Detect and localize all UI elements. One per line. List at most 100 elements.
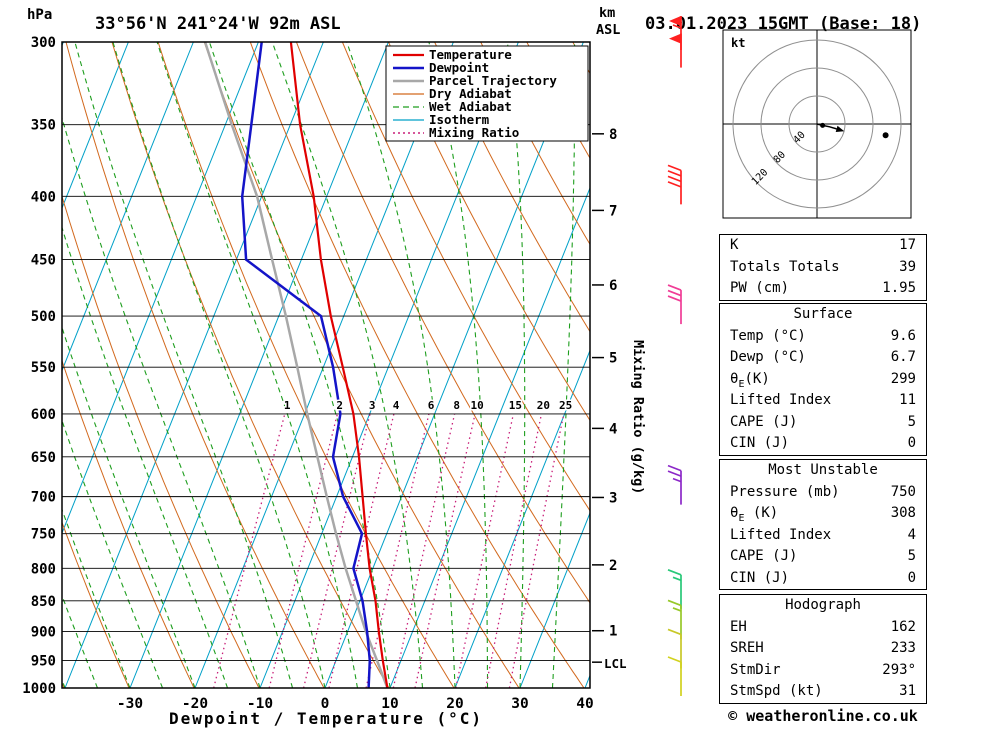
svg-text:450: 450 bbox=[31, 253, 56, 269]
svg-text:1: 1 bbox=[284, 399, 291, 412]
pressure-unit-label: hPa bbox=[27, 7, 52, 23]
surface-table: Surface Temp (°C) 9.6 Dewp (°C) 6.7 θE(K… bbox=[719, 303, 927, 456]
table-row-value: 308 bbox=[890, 505, 916, 521]
hodograph-marker-dot bbox=[882, 132, 889, 139]
hodograph-table: Hodograph EH 162 SREH 233 StmDir 293° St… bbox=[719, 594, 927, 704]
svg-text:40: 40 bbox=[576, 696, 593, 712]
table-row-value: 31 bbox=[899, 683, 916, 699]
svg-text:1: 1 bbox=[609, 624, 617, 640]
svg-text:4: 4 bbox=[393, 399, 400, 412]
svg-text:10: 10 bbox=[381, 696, 398, 712]
svg-text:2: 2 bbox=[609, 558, 617, 574]
legend-label: Parcel Trajectory bbox=[429, 73, 557, 88]
table-row: Pressure (mb) 750 bbox=[720, 482, 926, 504]
table-row-value: 293° bbox=[882, 661, 916, 678]
table-row: Lifted Index 11 bbox=[720, 390, 926, 412]
table-row-label: Pressure (mb) bbox=[730, 483, 840, 500]
legend-label: Dry Adiabat bbox=[429, 86, 512, 101]
table-row-value: 299 bbox=[890, 370, 916, 387]
hodograph-unit-label: kt bbox=[731, 36, 745, 50]
table-row-value: 162 bbox=[890, 618, 916, 635]
table-row-label: CIN (J) bbox=[730, 435, 790, 451]
svg-text:3: 3 bbox=[369, 399, 376, 412]
hodograph-trace-arrow bbox=[835, 125, 845, 132]
hodograph-trace-start bbox=[820, 122, 826, 128]
svg-text:8: 8 bbox=[609, 127, 617, 143]
table-title: Hodograph bbox=[785, 597, 861, 613]
table-row-label: EH bbox=[730, 618, 747, 635]
svg-text:500: 500 bbox=[31, 309, 56, 325]
table-row: θE (K) 308 bbox=[720, 503, 926, 525]
hodograph-ring-label: 40 bbox=[792, 130, 808, 146]
table-row-label: StmDir bbox=[730, 661, 781, 678]
svg-text:-20: -20 bbox=[182, 696, 208, 712]
wind-barb bbox=[667, 464, 682, 505]
km-axis-unit-asl: ASL bbox=[596, 22, 620, 38]
svg-text:10: 10 bbox=[470, 399, 483, 412]
table-row-label: StmSpd (kt) bbox=[730, 683, 823, 699]
table-row-label: CAPE (J) bbox=[730, 548, 798, 564]
svg-text:5: 5 bbox=[609, 351, 617, 367]
svg-text:700: 700 bbox=[31, 490, 56, 506]
svg-text:15: 15 bbox=[509, 399, 522, 412]
mixing-ratio-lines bbox=[213, 413, 565, 688]
km-axis: 1 2 3 4 5 6 7 8 bbox=[592, 127, 617, 663]
svg-text:20: 20 bbox=[446, 696, 463, 712]
table-row-label: CIN (J) bbox=[730, 569, 790, 586]
svg-text:30: 30 bbox=[511, 696, 528, 712]
svg-text:7: 7 bbox=[609, 203, 617, 219]
table-row-value: 0 bbox=[907, 569, 916, 586]
table-row-label: Totals Totals bbox=[730, 258, 840, 275]
table-row-value: 11 bbox=[899, 392, 916, 408]
pressure-axis-labels: 300 350 400 450 500 550 600 650 700 750 800 850 900 9… bbox=[22, 35, 56, 697]
wind-barb bbox=[667, 628, 682, 669]
svg-text:-10: -10 bbox=[247, 696, 273, 712]
legend-label: Mixing Ratio bbox=[429, 125, 519, 140]
temperature-curve bbox=[289, 42, 389, 688]
x-axis-title: Dewpoint / Temperature (°C) bbox=[169, 709, 483, 728]
mixing-ratio-axis-title: Mixing Ratio (g/kg) bbox=[630, 340, 646, 494]
svg-text:3: 3 bbox=[609, 490, 617, 506]
temp-axis-labels: -30 -20 -10 0 10 20 30 40 bbox=[117, 696, 594, 712]
table-row-value: 0 bbox=[907, 435, 916, 451]
svg-text:600: 600 bbox=[31, 407, 56, 423]
legend-label: Temperature bbox=[429, 47, 512, 62]
lcl-label: LCL bbox=[604, 656, 627, 671]
hodograph-ring-label: 80 bbox=[772, 149, 788, 165]
table-row: θE(K) 299 bbox=[720, 369, 926, 391]
wind-barb bbox=[669, 33, 682, 68]
hodograph-trace bbox=[816, 123, 837, 130]
table-row-value: 5 bbox=[907, 548, 916, 564]
hodograph-ring-label: 120 bbox=[750, 167, 771, 188]
table-row-value: 39 bbox=[899, 258, 916, 275]
legend-label: Isotherm bbox=[429, 112, 490, 127]
table-row: Totals Totals 39 bbox=[720, 257, 926, 279]
svg-text:25: 25 bbox=[559, 399, 572, 412]
table-row-label: K bbox=[730, 237, 739, 253]
table-title: Surface bbox=[793, 306, 853, 322]
dewpoint-curve bbox=[240, 42, 372, 688]
wind-barb bbox=[667, 656, 682, 696]
table-row-value: 17 bbox=[899, 237, 916, 253]
svg-text:6: 6 bbox=[428, 399, 435, 412]
table-row-label: θE (K) bbox=[730, 505, 779, 524]
svg-text:2: 2 bbox=[336, 399, 343, 412]
svg-text:850: 850 bbox=[31, 594, 56, 610]
svg-text:950: 950 bbox=[31, 653, 56, 669]
wind-barb bbox=[667, 284, 682, 325]
wind-barbs bbox=[667, 16, 682, 696]
svg-text:900: 900 bbox=[31, 624, 56, 640]
table-row-value: 750 bbox=[890, 483, 916, 500]
parcel-curve bbox=[203, 42, 389, 688]
table-row: StmSpd (kt) 31 bbox=[720, 681, 926, 703]
table-row: K 17 bbox=[720, 235, 926, 257]
svg-text:800: 800 bbox=[31, 561, 56, 577]
svg-text:300: 300 bbox=[31, 35, 56, 51]
table-row-label: Temp (°C) bbox=[730, 327, 806, 344]
table-row-value: 4 bbox=[907, 526, 916, 543]
table-row-label: CAPE (J) bbox=[730, 413, 798, 430]
table-row: CAPE (J) 5 bbox=[720, 412, 926, 434]
